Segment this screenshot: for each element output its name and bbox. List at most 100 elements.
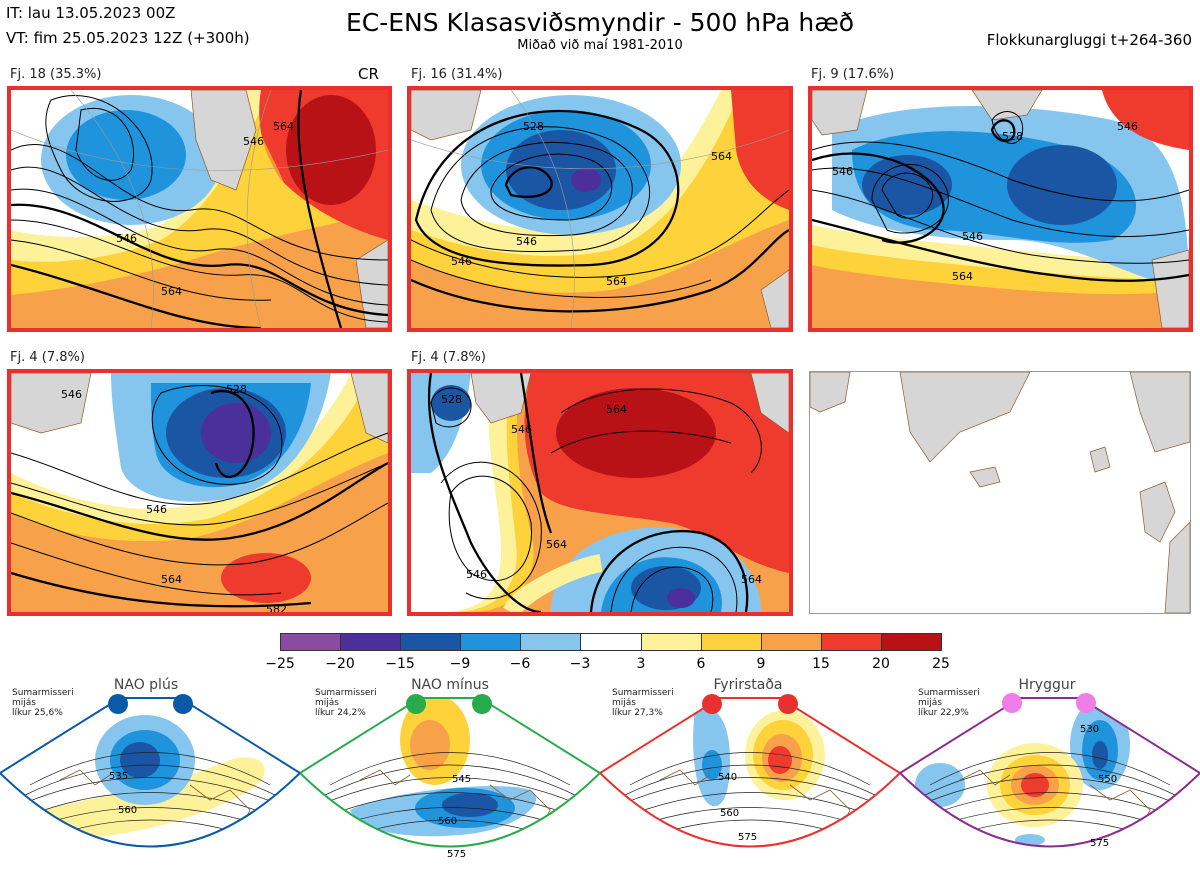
panel-3-contour-label: 546 (1117, 120, 1138, 133)
regime-2-map: 545 560 575 (300, 694, 600, 860)
panel-4-contour-label: 528 (226, 383, 247, 396)
regime-3-note-line: líkur 27,3% (612, 708, 663, 718)
regime-4-note-line: Sumarmisseri (918, 688, 980, 698)
regime-1-contour-label: 535 (109, 771, 128, 782)
regime-3-contour-label: 540 (718, 772, 737, 783)
regime-3-contour-label: 575 (738, 832, 757, 843)
colorbar-tick: 3 (636, 656, 646, 672)
panel-1-cr-label: CR (358, 65, 379, 83)
regime-2-note-line: mijás (315, 698, 339, 708)
colorbar-cell (881, 634, 942, 650)
regime-2-note-line: líkur 24,2% (315, 708, 366, 718)
regime-4-note-line: líkur 22,9% (918, 708, 969, 718)
cluster-map-4: 546 546 564 582 528 (7, 369, 392, 616)
colorbar-cell (641, 634, 702, 650)
page-title: EC-ENS Klasasviðsmyndir - 500 hPa hæð (345, 8, 855, 37)
panel-5-contour-label: 546 (466, 568, 487, 581)
regime-3-marker (778, 694, 798, 714)
regime-1-note-line: Sumarmisseri (12, 688, 74, 698)
panel-5-contour-label: 564 (606, 403, 627, 416)
colorbar-tick: −20 (325, 656, 355, 672)
colorbar-cell (701, 634, 762, 650)
page-subtitle: Miðað við maí 1981-2010 (517, 38, 683, 53)
panel-3-contour-label: 546 (962, 230, 983, 243)
regime-1-contour-label: 560 (118, 805, 137, 816)
panel-5-contour-label: 564 (546, 538, 567, 551)
regime-3-note: Sumarmisseri mijás líkur 27,3% (612, 688, 674, 718)
regime-1-note-line: líkur 25,6% (12, 708, 63, 718)
colorbar-tick: 15 (812, 656, 830, 672)
colorbar-cell (461, 634, 522, 650)
regime-1-note: Sumarmisseri mijás líkur 25,6% (12, 688, 74, 718)
colorbar-cell (521, 634, 582, 650)
panel-1-contour-label: 564 (273, 120, 294, 133)
panel-2-contour-label: 564 (711, 150, 732, 163)
colorbar-tick: −3 (569, 656, 591, 672)
colorbar-tick: −6 (509, 656, 531, 672)
regime-2-note-line: Sumarmisseri (315, 688, 377, 698)
regime-2-marker (472, 694, 492, 714)
panel-4-contour-label: 582 (266, 603, 287, 612)
panel-3-contour-label: 528 (1002, 130, 1023, 143)
colorbar-tick: −9 (449, 656, 471, 672)
regime-4-marker (1002, 693, 1022, 713)
regime-4-marker (1076, 693, 1096, 713)
valid-time: VT: fim 25.05.2023 12Z (+300h) (6, 29, 250, 47)
regime-3-title: Fyrirstaða (713, 677, 783, 693)
colorbar-cell (581, 634, 642, 650)
panel-5-contour-label: 528 (441, 393, 462, 406)
cluster-map-3: 546 528 546 564 546 (808, 86, 1193, 332)
cluster-map-1: 546 564 564 546 (7, 86, 392, 332)
colorbar-cell (341, 634, 402, 650)
regime-3-marker (702, 694, 722, 714)
panel-5-label: Fj. 4 (7.8%) (411, 350, 486, 365)
regime-4-contour-label: 550 (1098, 774, 1117, 785)
regime-4-contour-label: 530 (1080, 724, 1099, 735)
regime-1-note-line: mijás (12, 698, 36, 708)
colorbar-cell (761, 634, 822, 650)
panel-2-contour-label: 546 (516, 235, 537, 248)
regime-2-marker (406, 694, 426, 714)
classification-window: Flokkunargluggi t+264-360 (986, 31, 1192, 49)
panel-4-label: Fj. 4 (7.8%) (10, 350, 85, 365)
colorbar-cell (821, 634, 882, 650)
panel-4-contour-label: 564 (161, 573, 182, 586)
regime-2-contour-label: 545 (452, 774, 471, 785)
panel-3-contour-label: 564 (952, 270, 973, 283)
cluster-map-2: 528 546 564 546 564 (407, 86, 793, 332)
panel-2-contour-label: 564 (606, 275, 627, 288)
panel-3-contour-label: 546 (832, 165, 853, 178)
issue-time: IT: lau 13.05.2023 00Z (6, 4, 176, 22)
colorbar-cell (281, 634, 342, 650)
cluster-map-5: 528 546 564 546 564 564 (407, 369, 793, 616)
regime-4-note-line: mijás (918, 698, 942, 708)
regime-2-note: Sumarmisseri mijás líkur 24,2% (315, 688, 377, 718)
regime-2-contour-label: 560 (438, 816, 457, 827)
colorbar-cell (401, 634, 462, 650)
colorbar-tick: −25 (265, 656, 295, 672)
regime-1-marker (173, 694, 193, 714)
panel-1-label: Fj. 18 (35.3%) (10, 67, 102, 82)
regime-3-note-line: Sumarmisseri (612, 688, 674, 698)
regime-4-contour-label: 575 (1090, 838, 1109, 849)
panel-4-contour-label: 546 (146, 503, 167, 516)
panel-2-contour-label: 546 (451, 255, 472, 268)
panel-3-label: Fj. 9 (17.6%) (811, 67, 895, 82)
panel-2-label: Fj. 16 (31.4%) (411, 67, 503, 82)
regime-4-map: 530 550 575 (900, 693, 1200, 849)
panel-5-contour-label: 546 (511, 423, 532, 436)
panel-4-contour-label: 546 (61, 388, 82, 401)
panel-1-contour-label: 564 (161, 285, 182, 298)
colorbar-tick: 20 (872, 656, 890, 672)
regime-1-title: NAO plús (113, 677, 179, 693)
colorbar-tick: −15 (385, 656, 415, 672)
regime-3-map: 540 560 575 (600, 694, 900, 848)
regime-3-contour-label: 560 (720, 808, 739, 819)
colorbar (280, 633, 942, 651)
regime-2-contour-label: 575 (447, 849, 466, 860)
regime-4-title: Hryggur (1018, 677, 1076, 693)
panel-5-contour-label: 564 (741, 573, 762, 586)
regime-3-note-line: mijás (612, 698, 636, 708)
regime-1-marker (108, 694, 128, 714)
colorbar-tick: 25 (932, 656, 950, 672)
